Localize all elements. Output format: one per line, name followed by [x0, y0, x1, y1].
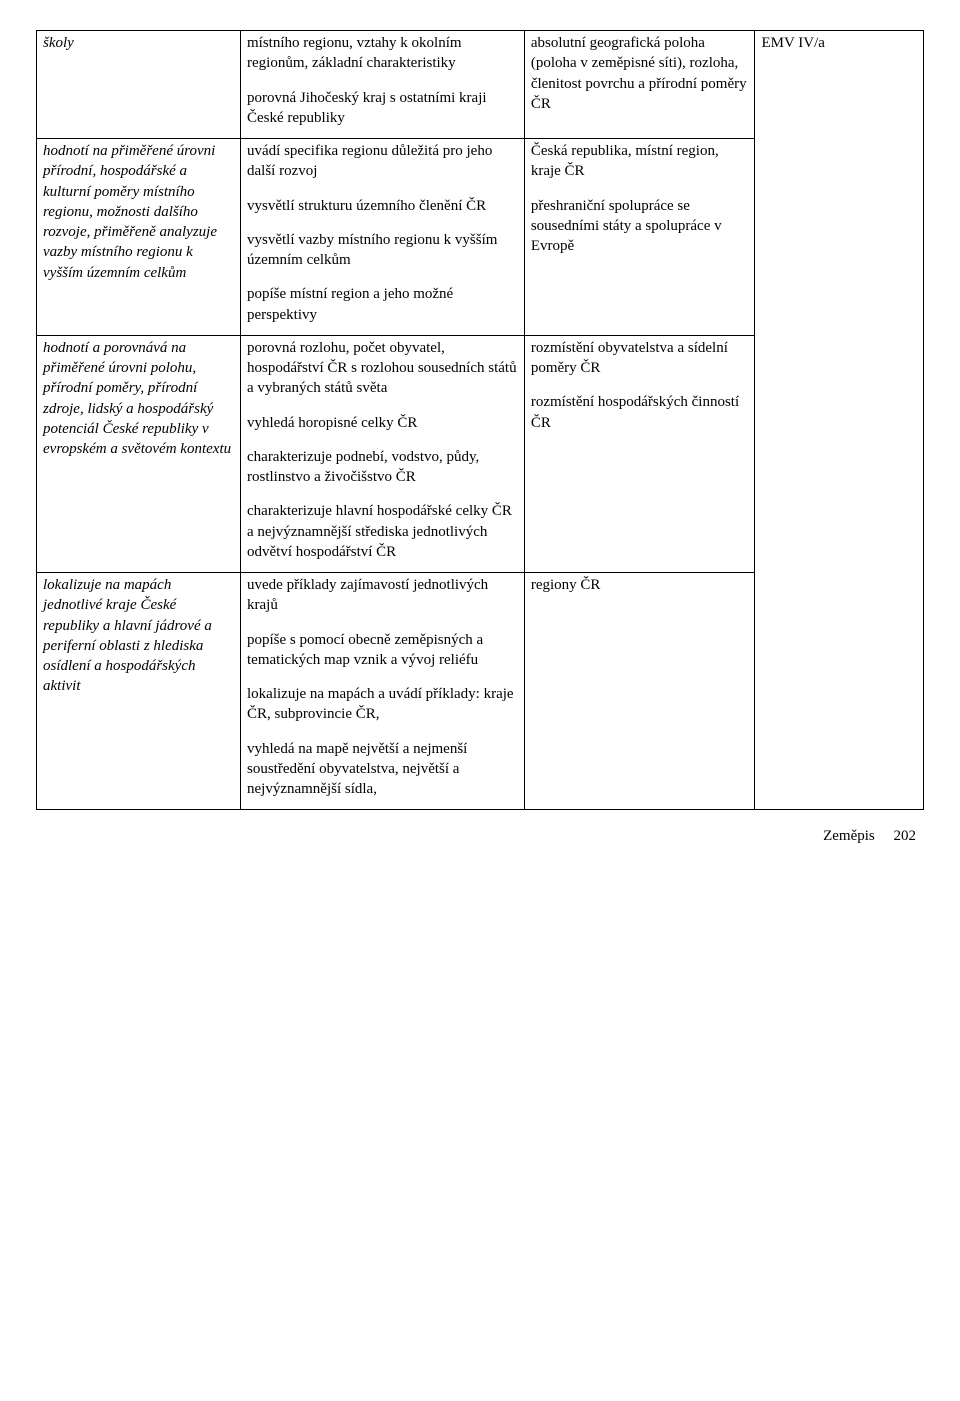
- text: popíše místní region a jeho možné perspe…: [247, 284, 518, 325]
- cell-content: Česká republika, místní region, kraje ČR…: [524, 139, 755, 336]
- table-row: školy místního regionu, vztahy k okolním…: [37, 31, 924, 139]
- text: uvádí specifika regionu důležitá pro jeh…: [247, 141, 518, 182]
- cell-outcome: uvede příklady zajímavostí jednotlivých …: [241, 573, 525, 810]
- footer-subject: Zeměpis: [823, 828, 875, 844]
- text: vysvětlí strukturu územního členění ČR: [247, 196, 518, 216]
- text: vyhledá horopisné celky ČR: [247, 413, 518, 433]
- text: vysvětlí vazby místního regionu k vyšším…: [247, 230, 518, 271]
- text: přeshraniční spolupráce se sousedními st…: [531, 196, 749, 257]
- curriculum-table: školy místního regionu, vztahy k okolním…: [36, 30, 924, 810]
- text: vyhledá na mapě největší a nejmenší sous…: [247, 739, 518, 800]
- text: hodnotí na přiměřené úrovni přírodní, ho…: [43, 141, 234, 283]
- text: lokalizuje na mapách jednotlivé kraje Če…: [43, 575, 234, 697]
- text: rozmístění hospodářských činností ČR: [531, 392, 749, 433]
- text: místního regionu, vztahy k okolním regio…: [247, 33, 518, 74]
- cell-content: absolutní geografická poloha (poloha v z…: [524, 31, 755, 139]
- text: uvede příklady zajímavostí jednotlivých …: [247, 575, 518, 616]
- cell-objective: lokalizuje na mapách jednotlivé kraje Če…: [37, 573, 241, 810]
- text: charakterizuje podnebí, vodstvo, půdy, r…: [247, 447, 518, 488]
- text: lokalizuje na mapách a uvádí příklady: k…: [247, 684, 518, 725]
- text: Česká republika, místní region, kraje ČR: [531, 141, 749, 182]
- cell-content: regiony ČR: [524, 573, 755, 810]
- cell-objective: školy: [37, 31, 241, 139]
- cell-content: rozmístění obyvatelstva a sídelní poměry…: [524, 335, 755, 572]
- cell-objective: hodnotí a porovnává na přiměřené úrovni …: [37, 335, 241, 572]
- text: školy: [43, 33, 234, 53]
- text: charakterizuje hlavní hospodářské celky …: [247, 501, 518, 562]
- page-footer: Zeměpis 202: [36, 828, 924, 845]
- text: hodnotí a porovnává na přiměřené úrovni …: [43, 338, 234, 460]
- text: regiony ČR: [531, 575, 749, 595]
- cell-outcome: uvádí specifika regionu důležitá pro jeh…: [241, 139, 525, 336]
- footer-page-number: 202: [894, 828, 917, 844]
- text: porovná Jihočeský kraj s ostatními kraji…: [247, 88, 518, 129]
- cell-crossref: EMV IV/a: [755, 31, 924, 810]
- cell-outcome: místního regionu, vztahy k okolním regio…: [241, 31, 525, 139]
- cell-outcome: porovná rozlohu, počet obyvatel, hospodá…: [241, 335, 525, 572]
- text: popíše s pomocí obecně zeměpisných a tem…: [247, 630, 518, 671]
- text: absolutní geografická poloha (poloha v z…: [531, 33, 749, 114]
- text: rozmístění obyvatelstva a sídelní poměry…: [531, 338, 749, 379]
- text: porovná rozlohu, počet obyvatel, hospodá…: [247, 338, 518, 399]
- cell-objective: hodnotí na přiměřené úrovni přírodní, ho…: [37, 139, 241, 336]
- text: EMV IV/a: [761, 33, 917, 53]
